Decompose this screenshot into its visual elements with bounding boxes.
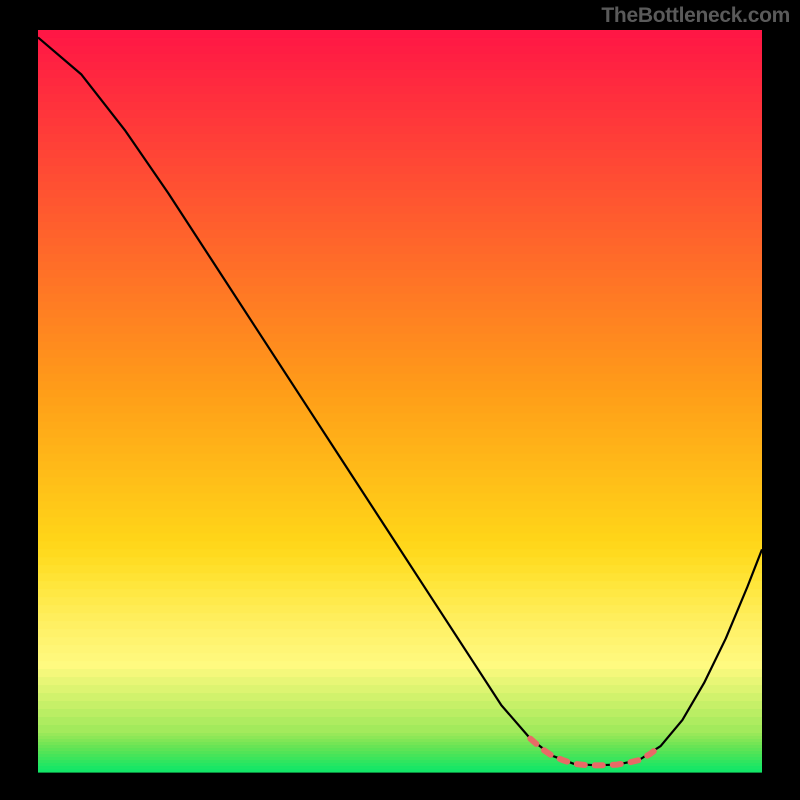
gradient-bands (38, 30, 762, 773)
chart-container: TheBottleneck.com (0, 0, 800, 800)
bottleneck-chart (0, 0, 800, 800)
watermark-text: TheBottleneck.com (601, 4, 790, 28)
